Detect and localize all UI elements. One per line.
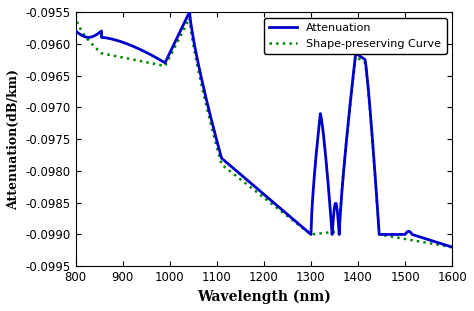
Shape-preserving Curve [151, 62, 157, 66]
Shape-preserving Curve [213, 142, 219, 146]
Attenuation [86, 35, 91, 39]
Attenuation [92, 34, 98, 37]
Shape-preserving Curve [449, 245, 455, 249]
Y-axis label: Attenuation(dB/km): Attenuation(dB/km) [7, 69, 20, 210]
Line: Shape-preserving Curve: Shape-preserving Curve [76, 15, 452, 247]
X-axis label: Wavelength (nm): Wavelength (nm) [197, 290, 331, 304]
Attenuation [358, 55, 364, 58]
Shape-preserving Curve [436, 243, 441, 247]
Shape-preserving Curve [107, 53, 113, 57]
Attenuation [73, 29, 79, 33]
Attenuation [187, 10, 192, 14]
Attenuation [449, 245, 455, 249]
Line: Attenuation: Attenuation [76, 12, 452, 247]
Shape-preserving Curve [149, 62, 155, 65]
Shape-preserving Curve [73, 13, 79, 17]
Shape-preserving Curve [220, 164, 226, 167]
Attenuation [340, 180, 346, 184]
Attenuation [439, 242, 445, 246]
Attenuation [262, 193, 267, 197]
Legend: Attenuation, Shape-preserving Curve: Attenuation, Shape-preserving Curve [264, 17, 447, 54]
